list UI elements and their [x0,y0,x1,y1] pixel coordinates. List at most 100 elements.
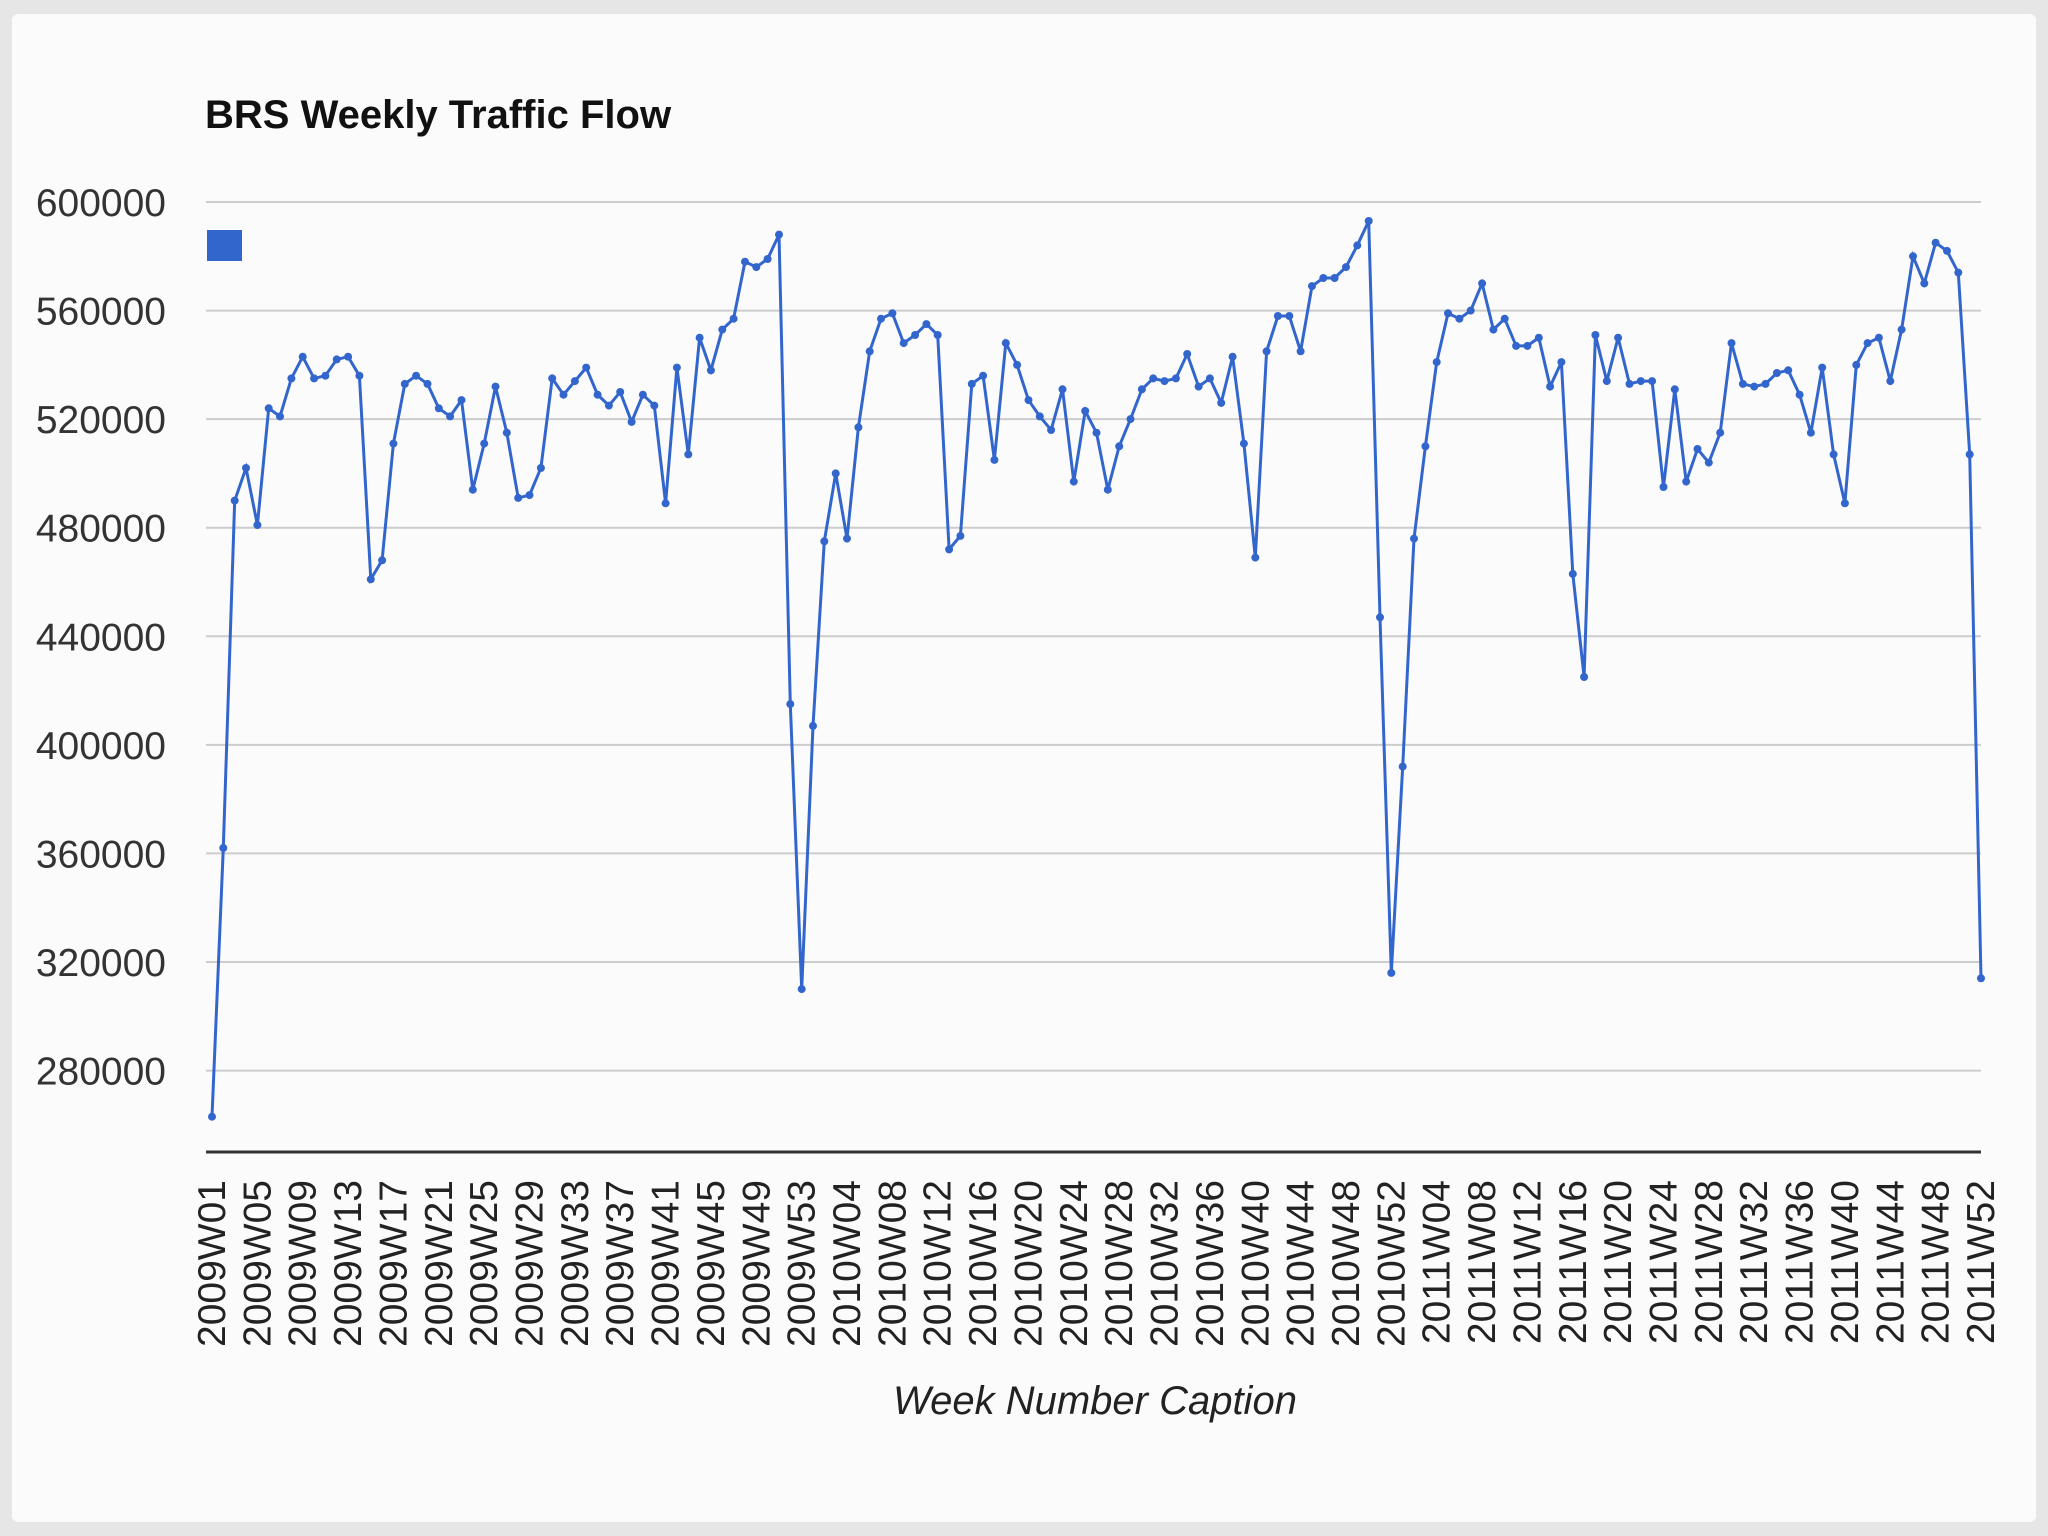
data-point [979,371,988,380]
data-point [1602,377,1611,386]
data-point [1897,325,1906,334]
data-point [877,314,885,323]
data-point [570,377,579,386]
data-point [1693,445,1702,453]
data-point [1772,369,1781,377]
x-tick-label: 2010W04 [826,1180,869,1347]
data-point [593,390,602,399]
x-tick-label: 2011W36 [1779,1180,1822,1344]
x-tick-label: 2011W48 [1915,1180,1958,1344]
data-point [1682,477,1691,486]
data-point [661,499,670,508]
y-tick-label: 520000 [36,399,166,442]
data-point [1410,534,1418,543]
data-point [491,382,500,391]
data-points [208,217,1985,1121]
data-point [899,339,908,348]
data-point [1670,385,1679,394]
x-tick-label: 2010W28 [1098,1180,1141,1347]
data-point [253,521,262,529]
data-point [310,374,319,383]
data-point [457,396,466,405]
data-point [1092,428,1101,437]
data-point [1205,374,1214,383]
data-point [1466,306,1475,315]
data-point [718,325,727,334]
data-point [638,390,647,399]
y-tick-label: 280000 [36,1051,166,1094]
chart-card [12,14,2036,1522]
x-tick-label: 2009W53 [781,1180,824,1347]
y-tick-label: 480000 [36,508,166,551]
data-point [1500,314,1509,323]
x-tick-label: 2010W44 [1280,1180,1323,1347]
x-tick-label: 2010W08 [871,1180,914,1347]
x-tick-label: 2010W24 [1053,1180,1096,1347]
data-point [446,412,455,421]
x-tick-label: 2010W20 [1007,1180,1050,1347]
data-point [831,469,840,478]
x-tick-label: 2010W32 [1144,1180,1187,1347]
data-point [1183,350,1192,358]
series-line [210,220,1983,1117]
data-point [219,844,228,852]
data-point [706,366,715,375]
x-tick-label: 2009W25 [463,1180,506,1347]
data-point [582,363,591,372]
data-point [1806,428,1815,437]
x-tick-label: 2010W52 [1370,1180,1413,1347]
data-point [741,257,749,266]
data-point [1512,341,1521,350]
data-point [752,263,761,272]
data-point [1035,412,1044,421]
data-point [1874,333,1883,342]
data-point [1965,450,1974,459]
x-axis-label: Week Number Caption [893,1379,1297,1423]
x-tick-label: 2010W36 [1189,1180,1232,1347]
data-point [888,309,897,318]
data-point [1137,385,1146,394]
data-point [423,379,432,388]
data-point [922,320,931,329]
data-point [1285,312,1294,320]
data-point [264,404,273,413]
data-point [911,331,920,339]
data-point [1580,673,1589,681]
x-tick-label: 2009W37 [599,1180,642,1347]
data-point [1750,382,1759,391]
data-point [1478,279,1487,288]
data-point [344,352,353,361]
data-point [1273,312,1282,320]
data-point [843,534,851,543]
data-point [1931,238,1940,247]
data-point [276,412,284,421]
data-point [865,347,874,356]
data-point [1840,499,1849,508]
data-point [1149,374,1158,383]
data-point [1455,314,1464,323]
data-point [1909,252,1917,261]
data-point [1421,442,1430,451]
data-point [933,331,942,339]
data-point [1727,339,1736,348]
data-point [1716,428,1725,437]
data-point [1126,415,1135,424]
data-point [1342,263,1350,272]
data-point [1546,382,1555,391]
legend-swatch [207,230,242,261]
data-point [1795,390,1804,399]
y-tick-label: 440000 [36,616,166,659]
data-point [1614,333,1623,342]
data-point [990,455,999,464]
data-point [1977,974,1985,983]
data-point [1704,458,1713,467]
data-point [604,401,613,410]
x-tick-label: 2009W13 [327,1180,370,1347]
x-tick-label: 2011W08 [1461,1180,1504,1344]
data-point [1557,358,1566,367]
chart-title: BRS Weekly Traffic Flow [205,93,672,137]
data-point [1228,352,1237,361]
data-point [230,496,239,505]
data-point [1387,968,1396,977]
